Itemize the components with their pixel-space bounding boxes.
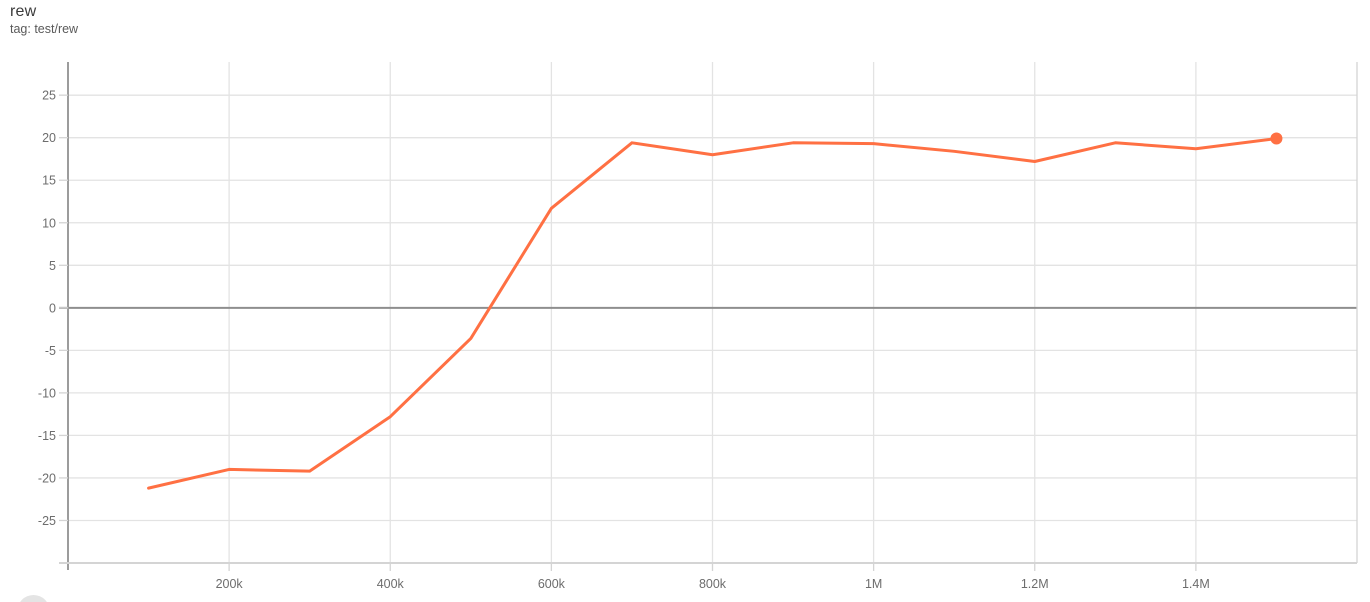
series-endpoint-dot[interactable] [1270, 132, 1283, 145]
x-tick-label: 600k [538, 577, 566, 591]
x-tick-label: 400k [377, 577, 405, 591]
chart-header: rew tag: test/rew [10, 2, 78, 37]
y-tick-label: -5 [45, 344, 56, 358]
y-tick-label: -20 [38, 471, 56, 485]
y-tick-label: 5 [49, 259, 56, 273]
y-tick-label: 20 [42, 131, 56, 145]
y-tick-label: -15 [38, 429, 56, 443]
x-tick-label: 800k [699, 577, 727, 591]
y-tick-label: 10 [42, 216, 56, 230]
chart-actions-button[interactable] [17, 595, 50, 602]
y-tick-label: 0 [49, 301, 56, 315]
x-tick-label: 1.2M [1021, 577, 1049, 591]
y-tick-label: -25 [38, 514, 56, 528]
y-tick-label: 25 [42, 89, 56, 103]
y-tick-label: -10 [38, 386, 56, 400]
chart-title: rew [10, 3, 37, 20]
x-tick-label: 200k [216, 577, 244, 591]
series-line [147, 137, 1278, 490]
chart-tag: tag: test/rew [10, 22, 79, 36]
x-tick-label: 1M [865, 577, 882, 591]
x-tick-label: 1.4M [1182, 577, 1210, 591]
y-tick-label: 15 [42, 174, 56, 188]
